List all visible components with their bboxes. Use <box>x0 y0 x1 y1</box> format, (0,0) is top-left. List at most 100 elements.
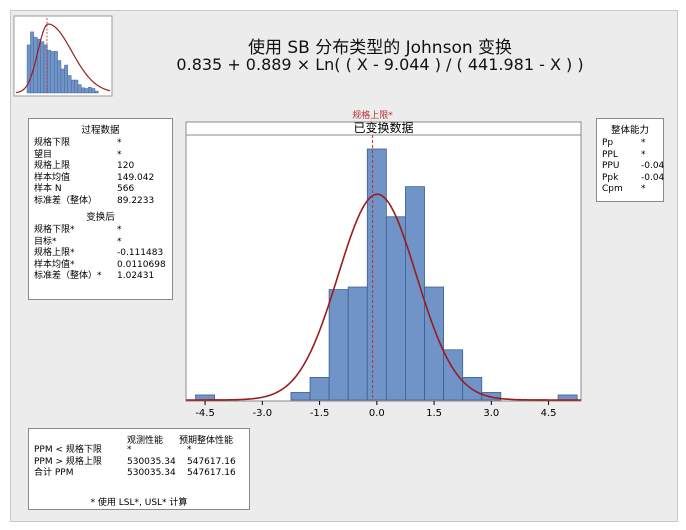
process-data-value: * <box>117 138 122 148</box>
x-tick-label: -3.0 <box>253 408 273 419</box>
histogram-bar <box>385 216 406 401</box>
inset-bar <box>40 41 45 94</box>
process-data-label: 规格上限 <box>34 161 71 171</box>
observed-ppm: 530035.34 <box>127 468 176 478</box>
usl-label: 规格上限* <box>352 109 393 121</box>
inset-bar <box>60 68 65 94</box>
after-transform-row: 标准差（整体）* 1.02431 <box>29 271 172 283</box>
inset-bar <box>47 49 52 94</box>
process-data-row: 样本 N 566 <box>29 184 172 196</box>
capability-header: 整体能力 <box>610 125 649 136</box>
perf-footnote: * 使用 LSL*, USL* 计算 <box>90 498 188 508</box>
chart-title: 使用 SB 分布类型的 Johnson 变换 <box>247 38 513 58</box>
performance-rows: PPM < 规格下限 * * PPM > 规格上限 530035.34 547617.16… <box>29 445 249 480</box>
observed-ppm: * <box>127 445 132 455</box>
perf-col-observed: 观测性能 <box>127 436 164 446</box>
performance-row: PPM < 规格下限 * * <box>29 445 249 457</box>
capability-label: Ppk <box>602 172 619 183</box>
capability-value: * <box>641 138 646 148</box>
expected-ppm: 547617.16 <box>187 456 236 467</box>
after-transform-value: 1.02431 <box>117 271 155 281</box>
capability-label: Cpm <box>602 184 623 194</box>
histogram-bar <box>443 349 464 401</box>
perf-col-expected: 预期整体性能 <box>179 436 234 446</box>
capability-value: * <box>641 149 646 160</box>
process-data-row: 规格上限 120 <box>29 161 172 173</box>
process-data-row: 标准差（整体） 89.2233 <box>29 196 172 208</box>
expected-ppm: 547617.16 <box>187 468 236 478</box>
capability-row: PPL * <box>597 150 663 162</box>
process-data-value: 566 <box>117 184 135 194</box>
after-transform-label: 标准差（整体）* <box>34 271 102 281</box>
x-tick-label: 1.5 <box>426 408 442 419</box>
inset-bar <box>67 75 72 94</box>
histogram-bar <box>309 377 330 401</box>
x-tick-label: 4.5 <box>541 408 557 419</box>
after-transform-label: 目标* <box>34 236 57 247</box>
after-transform-label: 样本均值* <box>34 259 75 270</box>
after-transform-row: 规格下限* * <box>29 225 172 237</box>
capability-value: -0.04 <box>641 161 665 171</box>
after-transform-value: -0.111483 <box>117 248 164 258</box>
fitted-normal-curve <box>186 193 581 401</box>
process-data-label: 样本均值 <box>34 172 71 183</box>
process-data-row: 样本均值 149.042 <box>29 173 172 185</box>
x-tick-label: 3.0 <box>483 408 499 419</box>
process-data-row: 规格下限 * <box>29 138 172 150</box>
inset-fitted-curve <box>15 23 111 94</box>
performance-row: 合计 PPM 530035.34 547617.16 <box>29 468 249 480</box>
performance-label: PPM < 规格下限 <box>34 445 102 455</box>
after-transform-value: * <box>117 225 122 235</box>
process-data-rows: 规格下限 * 望目 * 规格上限 120 样本均值 149.042 样本 N 566 标准差（整体）… <box>29 138 172 207</box>
process-data-panel: 过程数据 规格下限 * 望目 * 规格上限 120 样本均值 149.042 样本 N 566 标准… <box>28 118 173 300</box>
after-transform-header: 变换后 <box>86 212 115 223</box>
capability-label: PPU <box>602 161 620 171</box>
after-transform-value: * <box>117 236 122 247</box>
process-data-label: 望目 <box>34 149 53 160</box>
overall-capability-panel: 整体能力 Pp * PPL * PPU -0.04 Ppk -0.04 Cpm * <box>596 118 664 202</box>
capability-row: Cpm * <box>597 184 663 196</box>
capability-row: PPU -0.04 <box>597 161 665 173</box>
histogram-bar <box>366 148 387 401</box>
inset-bar <box>94 90 99 94</box>
process-data-row: 望目 * <box>29 150 172 162</box>
inset-bar <box>81 87 86 94</box>
after-transform-row: 目标* * <box>29 237 172 249</box>
process-data-label: 标准差（整体） <box>34 195 98 206</box>
process-data-value: * <box>117 149 122 160</box>
after-transform-row: 样本均值* 0.0110698 <box>29 260 172 272</box>
capability-value: * <box>641 184 646 194</box>
process-data-label: 样本 N <box>34 184 62 194</box>
inset-bar <box>26 44 31 94</box>
capability-label: Pp <box>602 138 614 148</box>
x-tick-label: 0.0 <box>369 408 385 419</box>
performance-panel: 观测性能 预期整体性能 PPM < 规格下限 * * PPM > 规格上限 530035… <box>28 428 250 510</box>
inset-bar <box>30 31 34 94</box>
capability-row: Ppk -0.04 <box>597 172 665 185</box>
observed-ppm: 530035.34 <box>127 456 176 467</box>
capability-rows: Pp * PPL * PPU -0.04 Ppk -0.04 Cpm * <box>597 138 665 196</box>
inset-bar <box>77 84 82 94</box>
inset-bar <box>50 51 55 94</box>
histogram-bar <box>328 289 349 401</box>
capability-value: -0.04 <box>641 172 665 183</box>
plot-header-label: 已变换数据 <box>353 120 413 135</box>
after-transform-rows: 规格下限* * 目标* * 规格上限* -0.111483 样本均值* 0.0110698 标准… <box>29 225 172 283</box>
inset-bar <box>74 79 79 94</box>
inset-bar <box>70 79 75 94</box>
histogram-bar <box>481 392 502 401</box>
process-data-value: 120 <box>117 161 135 171</box>
performance-label: PPM > 规格上限 <box>34 456 102 467</box>
capability-label: PPL <box>602 149 618 160</box>
x-tick-label: -4.5 <box>195 408 215 419</box>
capability-row: Pp * <box>597 138 663 150</box>
histogram-bar <box>290 392 311 401</box>
inset-bar <box>54 51 58 94</box>
process-data-header: 过程数据 <box>81 125 120 136</box>
transformation-formula: 0.835 + 0.889 × Ln( ( X - 9.044 ) / ( 44… <box>176 55 584 74</box>
after-transform-label: 规格上限* <box>34 248 75 258</box>
process-data-label: 规格下限 <box>34 138 71 148</box>
inset-bar <box>84 88 89 94</box>
inset-bar <box>91 88 96 94</box>
